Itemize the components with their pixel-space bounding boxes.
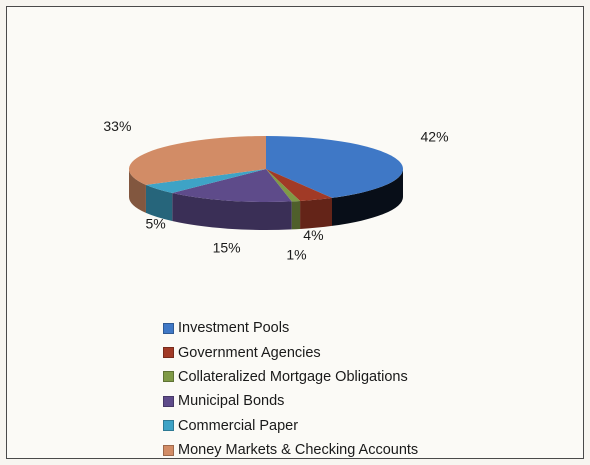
data-label-government-agencies: 4%	[303, 227, 323, 243]
legend-swatch	[163, 444, 174, 456]
legend-item-municipal-bonds: Municipal Bonds	[163, 389, 418, 413]
pie-slice-money-markets-checking-accounts	[128, 136, 266, 185]
legend-swatch	[163, 347, 174, 359]
legend-item-commercial-paper: Commercial Paper	[163, 414, 418, 438]
legend-label: Investment Pools	[178, 320, 290, 337]
data-label-municipal-bonds: 15%	[213, 240, 241, 256]
pie-side-municipal-bonds	[172, 193, 292, 231]
pie-side-investment-pools	[332, 169, 404, 226]
chart-frame	[6, 6, 584, 459]
pie-side-collateralized-mortgage-obligations	[291, 200, 301, 230]
legend-item-investment-pools: Investment Pools	[163, 316, 418, 340]
data-label-collateralized-mortgage-obligations: 1%	[286, 247, 306, 263]
pie-side-commercial-paper	[145, 184, 173, 222]
pie-side-money-markets-checking-accounts	[129, 169, 146, 213]
data-label-investment-pools: 42%	[421, 129, 449, 145]
data-label-commercial-paper: 5%	[145, 216, 165, 232]
pie-sides	[129, 169, 404, 231]
legend-swatch	[163, 371, 174, 383]
legend-label: Money Markets & Checking Accounts	[178, 442, 419, 459]
legend-label: Municipal Bonds	[178, 393, 285, 410]
legend-swatch	[163, 395, 174, 407]
pie-slice-collateralized-mortgage-obligations	[266, 169, 301, 202]
pie-slice-investment-pools	[266, 136, 404, 198]
legend-item-government-agencies: Government Agencies	[163, 340, 418, 364]
legend-label: Government Agencies	[178, 344, 321, 361]
pie-side-government-agencies	[300, 197, 333, 229]
pie-labels: 42% 4% 1% 15% 5% 33%	[103, 118, 448, 263]
data-label-money-markets-checking-accounts: 33%	[103, 118, 131, 134]
pie-slice-government-agencies	[266, 169, 333, 201]
legend-swatch	[163, 322, 174, 334]
chart-legend: Investment Pools Government Agencies Colla…	[163, 316, 418, 462]
legend-label: Collateralized Mortgage Obligations	[178, 368, 408, 385]
pie-slice-commercial-paper	[145, 169, 266, 194]
legend-swatch	[163, 420, 174, 432]
legend-item-collateralized-mortgage-obligations: Collateralized Mortgage Obligations	[163, 365, 418, 389]
legend-label: Commercial Paper	[178, 417, 299, 434]
pie-top	[128, 136, 404, 202]
legend-item-money-markets-checking-accounts: Money Markets & Checking Accounts	[163, 438, 418, 462]
pie-slice-municipal-bonds	[172, 169, 292, 202]
